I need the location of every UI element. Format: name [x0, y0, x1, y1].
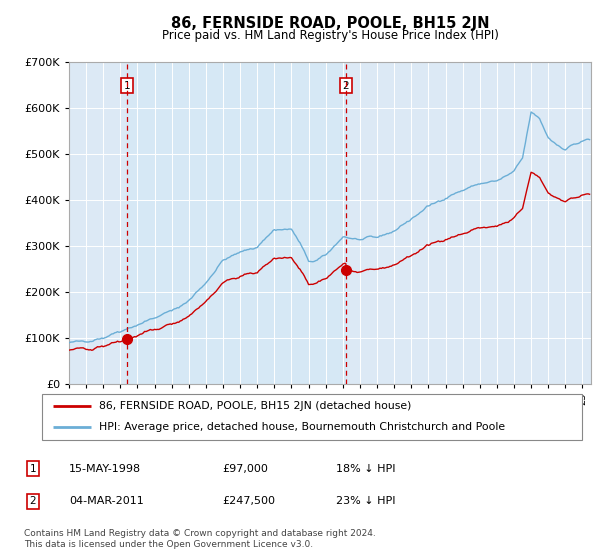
Text: £97,000: £97,000: [222, 464, 268, 474]
Text: 1: 1: [124, 81, 130, 91]
Text: 2: 2: [343, 81, 349, 91]
Text: 1: 1: [29, 464, 37, 474]
Text: 23% ↓ HPI: 23% ↓ HPI: [336, 496, 395, 506]
Text: Price paid vs. HM Land Registry's House Price Index (HPI): Price paid vs. HM Land Registry's House …: [161, 29, 499, 42]
Text: 04-MAR-2011: 04-MAR-2011: [69, 496, 144, 506]
Bar: [127, 62, 346, 384]
Text: 86, FERNSIDE ROAD, POOLE, BH15 2JN (detached house): 86, FERNSIDE ROAD, POOLE, BH15 2JN (deta…: [98, 401, 411, 411]
Text: HPI: Average price, detached house, Bournemouth Christchurch and Poole: HPI: Average price, detached house, Bour…: [98, 422, 505, 432]
Text: Contains HM Land Registry data © Crown copyright and database right 2024.
This d: Contains HM Land Registry data © Crown c…: [24, 529, 376, 549]
Text: 15-MAY-1998: 15-MAY-1998: [69, 464, 141, 474]
Text: 18% ↓ HPI: 18% ↓ HPI: [336, 464, 395, 474]
Text: £247,500: £247,500: [222, 496, 275, 506]
Text: 86, FERNSIDE ROAD, POOLE, BH15 2JN: 86, FERNSIDE ROAD, POOLE, BH15 2JN: [171, 16, 489, 31]
Text: 2: 2: [29, 496, 37, 506]
